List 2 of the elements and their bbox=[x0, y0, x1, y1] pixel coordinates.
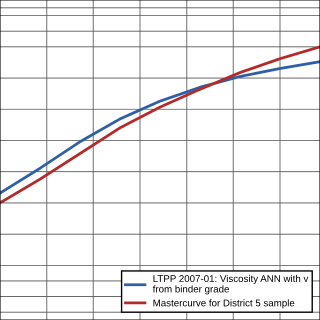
legend-label: LTPP 2007-01: Viscosity ANN with v from binder grade bbox=[152, 274, 308, 294]
legend-label: Mastercurve for District 5 sample bbox=[153, 299, 294, 308]
